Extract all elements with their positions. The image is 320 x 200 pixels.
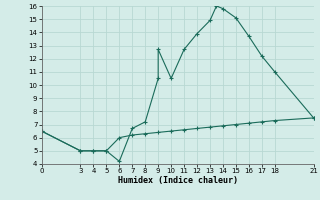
X-axis label: Humidex (Indice chaleur): Humidex (Indice chaleur): [118, 176, 237, 185]
